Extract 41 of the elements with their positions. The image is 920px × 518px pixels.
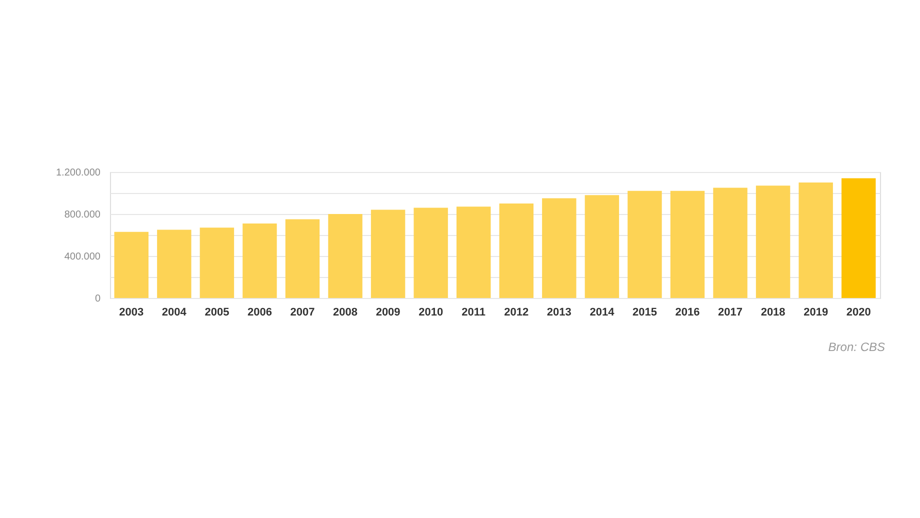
y-tick-label: 800.000 — [64, 210, 101, 220]
x-tick-label: 2003 — [119, 306, 144, 318]
bar — [456, 206, 491, 298]
x-tick-label: 2015 — [632, 306, 657, 318]
bar — [713, 188, 748, 298]
y-tick-label: 0 — [94, 294, 101, 304]
x-tick-label: 2018 — [760, 306, 786, 318]
x-tick-label: 2017 — [718, 306, 743, 318]
bar — [328, 214, 362, 298]
bar — [756, 186, 790, 298]
x-tick-label: 2016 — [675, 306, 700, 318]
bar — [157, 230, 192, 298]
x-tick-label: 2009 — [376, 306, 400, 318]
bar — [114, 232, 148, 298]
bar — [499, 204, 534, 298]
bar — [670, 190, 705, 298]
x-tick-label: 2019 — [804, 306, 828, 318]
x-tick-label: 2004 — [162, 306, 188, 318]
bar — [842, 178, 876, 298]
x-tick-label: 2020 — [846, 306, 871, 318]
x-tick-label: 2013 — [546, 306, 572, 318]
bar — [370, 210, 406, 298]
x-tick-label: 2006 — [247, 306, 272, 318]
bar — [584, 195, 620, 298]
x-tick-label: 2007 — [290, 306, 315, 318]
bar — [285, 219, 320, 298]
bar — [200, 228, 234, 298]
x-tick-label: 2012 — [504, 306, 529, 318]
bar — [414, 208, 448, 298]
x-tick-label: 2010 — [418, 306, 444, 318]
bar — [242, 223, 277, 298]
y-tick-label: 400.000 — [64, 252, 101, 262]
x-tick-label: 2008 — [333, 306, 358, 318]
x-tick-label: 2005 — [204, 306, 230, 318]
bar — [542, 198, 576, 298]
bar — [798, 182, 833, 298]
x-tick-label: 2014 — [590, 306, 616, 318]
bar — [628, 190, 662, 298]
text: Bron: CBS — [828, 340, 885, 354]
y-tick-label: 1.200.000 — [56, 168, 101, 178]
x-tick-label: 2011 — [462, 306, 486, 318]
